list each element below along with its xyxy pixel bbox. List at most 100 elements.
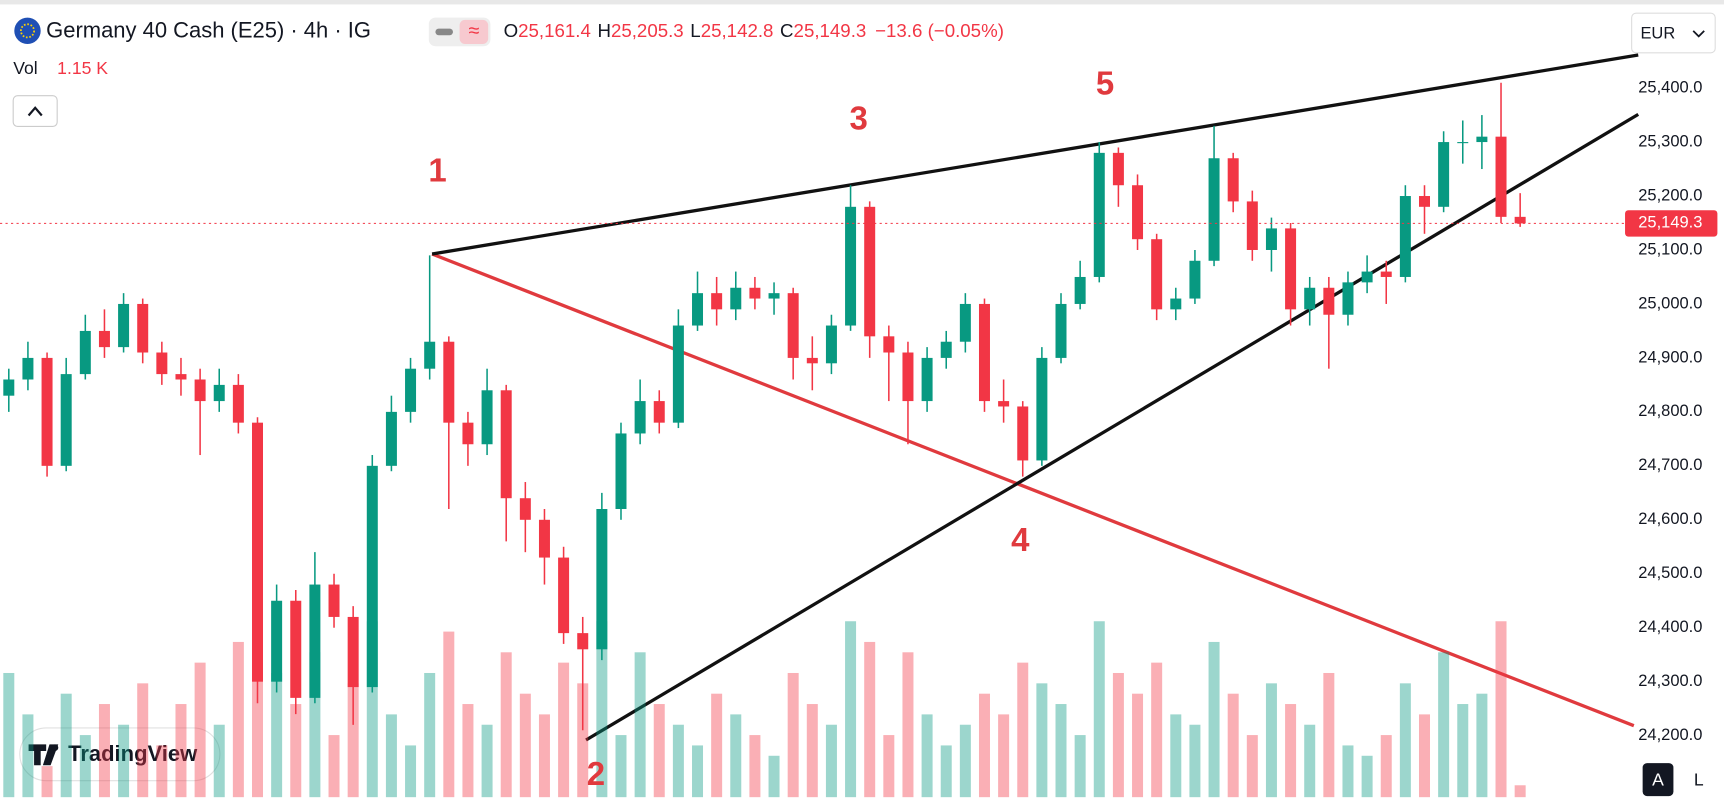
candle-body xyxy=(959,303,971,342)
candle-body xyxy=(921,357,933,402)
candle-body xyxy=(1457,142,1469,144)
wave-label: 2 xyxy=(587,755,605,792)
volume-bar xyxy=(577,683,589,798)
volume-bar xyxy=(1055,704,1067,798)
y-tick-label: 25,200.0 xyxy=(1638,186,1702,204)
collapse-button[interactable] xyxy=(12,95,58,128)
volume-bar xyxy=(175,704,187,798)
volume-bar xyxy=(1017,662,1029,798)
volume-bar xyxy=(1285,704,1297,798)
volume-bar xyxy=(806,704,818,798)
volume-bar xyxy=(940,745,952,798)
volume-bar xyxy=(711,693,723,798)
ohlc-legend: O25,161.4 H25,205.3 L25,142.8 C25,149.3 −13.… xyxy=(504,20,1004,41)
volume-bar xyxy=(1151,662,1163,798)
volume-bar xyxy=(1457,704,1469,798)
volume-bar xyxy=(653,704,665,798)
candle-body xyxy=(787,293,799,358)
candle-body xyxy=(385,411,397,466)
ohlc-key: H xyxy=(597,20,611,41)
candle-body xyxy=(902,352,914,402)
candle-body xyxy=(118,303,130,348)
volume-bar xyxy=(1074,735,1086,798)
volume-bar xyxy=(1495,621,1507,798)
candle-body xyxy=(1285,228,1297,310)
volume-bar xyxy=(424,672,436,798)
candle-body xyxy=(1495,136,1507,217)
volume-bar xyxy=(1112,672,1124,798)
volume-bar xyxy=(79,735,91,798)
y-tick-label: 24,200.0 xyxy=(1638,726,1702,744)
candle-body xyxy=(577,633,589,650)
collapse-icon xyxy=(27,106,43,117)
candle-body xyxy=(1170,298,1182,310)
volume-bar xyxy=(902,652,914,798)
volume-bar xyxy=(462,704,474,798)
candle-body xyxy=(156,352,168,375)
volume-bar xyxy=(60,693,72,798)
log-scale-label[interactable]: L xyxy=(1694,769,1704,789)
volume-bar xyxy=(1208,641,1220,798)
currency-button[interactable] xyxy=(1631,12,1716,54)
volume-bar xyxy=(1380,735,1392,798)
volume-bar xyxy=(443,631,455,798)
volume-bar xyxy=(692,745,704,798)
y-tick-label: 25,100.0 xyxy=(1638,240,1702,258)
y-tick-label: 25,300.0 xyxy=(1638,132,1702,150)
candle-body xyxy=(1227,158,1239,202)
candle-body xyxy=(825,325,837,364)
volume-bar xyxy=(213,724,225,798)
volume-bar xyxy=(1342,745,1354,798)
volume-bar xyxy=(1265,683,1277,798)
volume-bar xyxy=(3,672,15,798)
volume-bar xyxy=(156,745,168,798)
candle-body xyxy=(1361,271,1373,283)
volume-bar xyxy=(749,735,761,798)
candle-body xyxy=(462,422,474,445)
volume-bar xyxy=(1361,755,1373,798)
candle-body xyxy=(1304,287,1316,310)
top-border xyxy=(0,0,1724,5)
y-tick-label: 24,900.0 xyxy=(1638,348,1702,366)
toggle-icon xyxy=(459,19,489,45)
candle-body xyxy=(1265,228,1277,250)
auto-scale-button[interactable] xyxy=(1642,763,1674,797)
candle-body xyxy=(692,293,704,326)
y-tick-label: 24,300.0 xyxy=(1638,672,1702,690)
volume-bar xyxy=(385,714,397,798)
trend-line xyxy=(431,53,1639,256)
candle-body xyxy=(615,433,627,510)
candle-body xyxy=(1036,357,1048,461)
candle-body xyxy=(328,584,340,617)
last-price-tag xyxy=(1625,210,1718,237)
candle-body xyxy=(481,390,493,445)
volume-bar xyxy=(309,652,321,798)
volume-bar xyxy=(347,683,359,798)
ohlc-change: −13.6 (−0.05%) xyxy=(875,20,1004,41)
volume-bar xyxy=(194,662,206,798)
volume-bar xyxy=(137,683,149,798)
volume-bar xyxy=(1514,785,1526,798)
volume-bar xyxy=(1304,724,1316,798)
volume-bar xyxy=(1170,714,1182,798)
ohlc-value: 25,149.3 xyxy=(794,20,867,41)
volume-bar xyxy=(22,714,34,798)
volume-bar xyxy=(1419,714,1430,798)
ohlc-key: O xyxy=(504,20,519,41)
candle-body xyxy=(634,401,646,434)
volume-bar xyxy=(1246,735,1258,798)
candle-body xyxy=(1380,271,1392,277)
candle-body xyxy=(271,600,283,682)
volume-bar xyxy=(864,641,876,798)
candle-body xyxy=(519,498,531,520)
candle-body xyxy=(60,374,72,466)
volume-bar xyxy=(921,714,933,798)
y-tick-label: 24,700.0 xyxy=(1638,456,1702,474)
candle-body xyxy=(175,374,187,380)
candle-body xyxy=(845,206,857,326)
candle-body xyxy=(194,379,206,402)
y-tick-label: 25,400.0 xyxy=(1638,78,1702,96)
y-tick-label: 24,500.0 xyxy=(1638,564,1702,582)
volume-bar xyxy=(959,724,971,798)
